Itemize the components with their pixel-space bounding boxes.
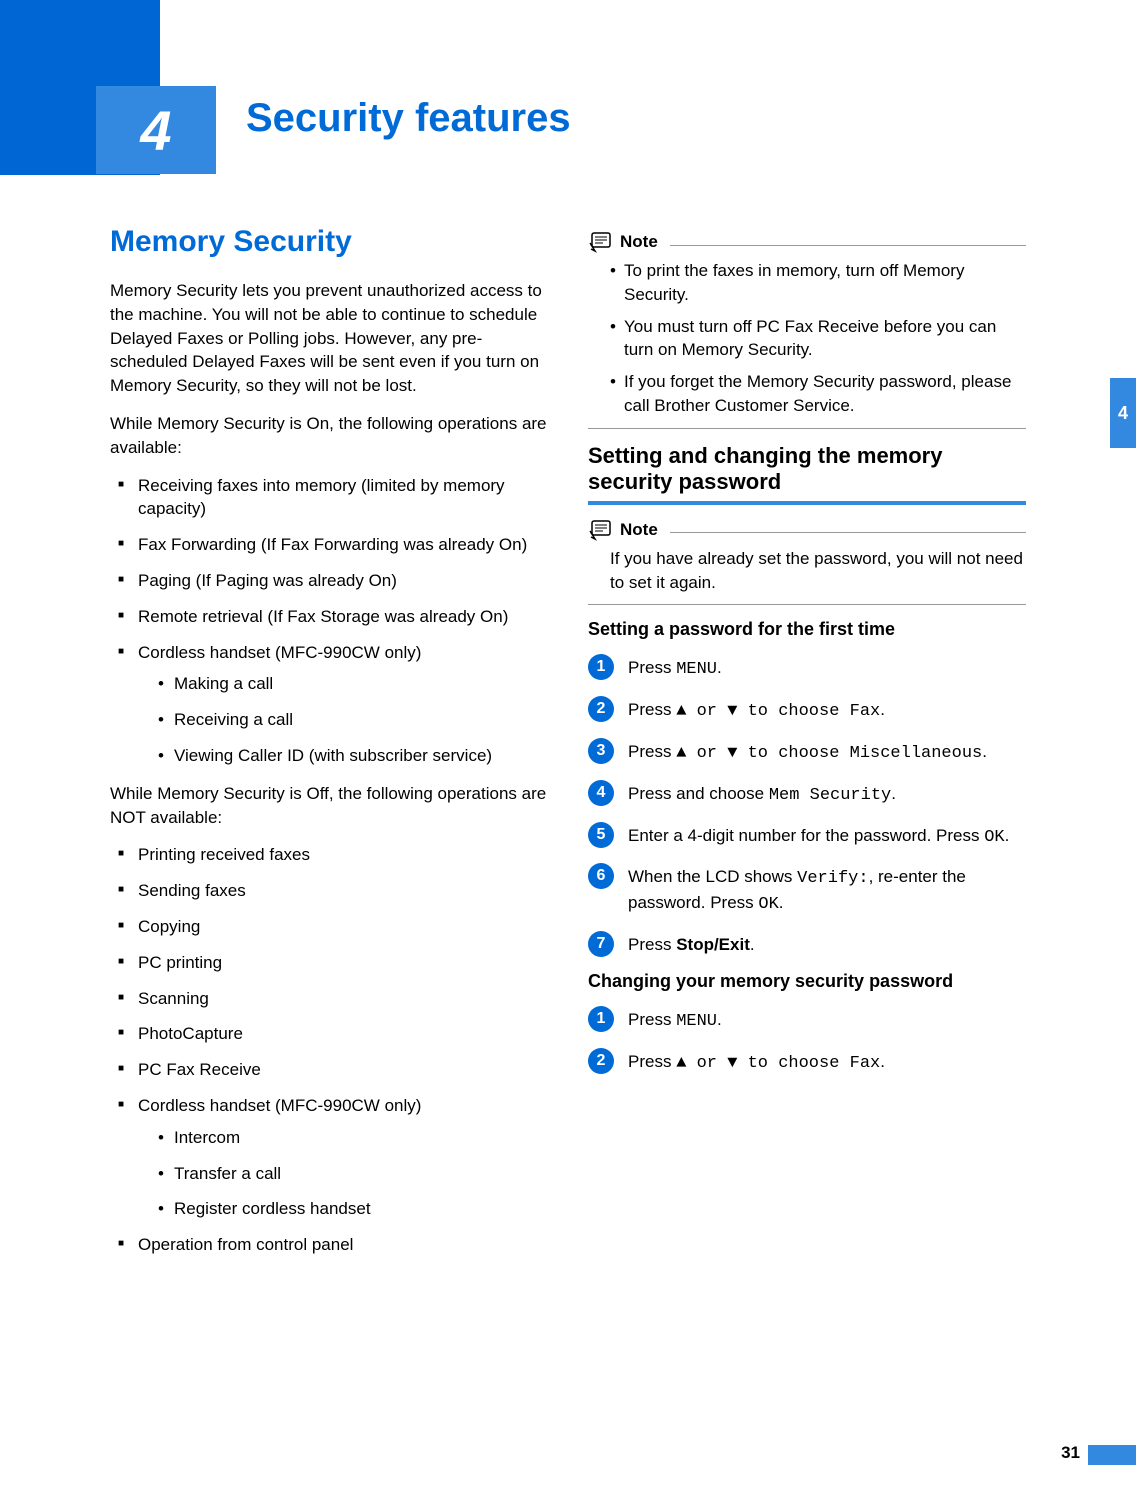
step-number: 6 xyxy=(588,863,614,889)
step-text: Press and choose Mem Security. xyxy=(628,780,896,808)
step-text: When the LCD shows Verify:, re-enter the… xyxy=(628,863,1026,917)
list-item: PC Fax Receive xyxy=(118,1058,548,1082)
note-divider xyxy=(588,428,1026,429)
list-off: Printing received faxes Sending faxes Co… xyxy=(110,843,548,1257)
step-text: Enter a 4-digit number for the password.… xyxy=(628,822,1009,850)
step-4: 4 Press and choose Mem Security. xyxy=(588,780,1026,808)
intro-paragraph-1: Memory Security lets you prevent unautho… xyxy=(110,279,548,398)
note-icon xyxy=(588,231,614,253)
step-7: 7 Press Stop/Exit. xyxy=(588,931,1026,957)
step-text: Press ▲ or ▼ to choose Miscellaneous. xyxy=(628,738,987,766)
step-1: 1 Press MENU. xyxy=(588,654,1026,682)
note-bullet: If you forget the Memory Security passwo… xyxy=(610,370,1026,418)
list-item: Cordless handset (MFC-990CW only) Making… xyxy=(118,641,548,768)
sublist: Intercom Transfer a call Register cordle… xyxy=(138,1126,548,1221)
step-1b: 1 Press MENU. xyxy=(588,1006,1026,1034)
list-item: Operation from control panel xyxy=(118,1233,548,1257)
page-number-bar xyxy=(1088,1445,1136,1465)
page-number: 31 xyxy=(1061,1443,1080,1463)
note-icon xyxy=(588,519,614,541)
note-block-1: Note To print the faxes in memory, turn … xyxy=(588,231,1026,429)
list-item: Intercom xyxy=(158,1126,548,1150)
step-number: 1 xyxy=(588,654,614,680)
step-2: 2 Press ▲ or ▼ to choose Fax. xyxy=(588,696,1026,724)
note-rule xyxy=(670,245,1026,246)
side-tab: 4 xyxy=(1110,378,1136,448)
intro-paragraph-2: While Memory Security is On, the followi… xyxy=(110,412,548,460)
step-text: Press Stop/Exit. xyxy=(628,931,755,957)
procedure-title-1: Setting a password for the first time xyxy=(588,619,1026,640)
note-body: If you have already set the password, yo… xyxy=(588,547,1026,595)
note-bullet: To print the faxes in memory, turn off M… xyxy=(610,259,1026,307)
step-number: 5 xyxy=(588,822,614,848)
right-column: Note To print the faxes in memory, turn … xyxy=(588,225,1026,1271)
list-item: Transfer a call xyxy=(158,1162,548,1186)
list-item: Register cordless handset xyxy=(158,1197,548,1221)
note-header: Note xyxy=(588,519,1026,541)
list-item: Remote retrieval (If Fax Storage was alr… xyxy=(118,605,548,629)
intro-paragraph-3: While Memory Security is Off, the follow… xyxy=(110,782,548,830)
step-number: 1 xyxy=(588,1006,614,1032)
left-column: Memory Security Memory Security lets you… xyxy=(110,225,548,1271)
step-number: 2 xyxy=(588,1048,614,1074)
step-6: 6 When the LCD shows Verify:, re-enter t… xyxy=(588,863,1026,917)
subsection-title: Setting and changing the memory security… xyxy=(588,443,1026,495)
note-header: Note xyxy=(588,231,1026,253)
list-item-label: Cordless handset (MFC-990CW only) xyxy=(138,1096,421,1115)
note-bullet: You must turn off PC Fax Receive before … xyxy=(610,315,1026,363)
section-title-memory-security: Memory Security xyxy=(110,225,548,259)
subsection-underline xyxy=(588,501,1026,505)
list-item: Fax Forwarding (If Fax Forwarding was al… xyxy=(118,533,548,557)
step-number: 4 xyxy=(588,780,614,806)
list-item: Receiving a call xyxy=(158,708,548,732)
note-rule xyxy=(670,532,1026,533)
step-2b: 2 Press ▲ or ▼ to choose Fax. xyxy=(588,1048,1026,1076)
step-3: 3 Press ▲ or ▼ to choose Miscellaneous. xyxy=(588,738,1026,766)
chapter-title: Security features xyxy=(246,96,571,141)
step-text: Press MENU. xyxy=(628,1006,722,1034)
content-columns: Memory Security Memory Security lets you… xyxy=(110,225,1026,1271)
procedure-title-2: Changing your memory security password xyxy=(588,971,1026,992)
list-item: Paging (If Paging was already On) xyxy=(118,569,548,593)
list-item: Receiving faxes into memory (limited by … xyxy=(118,474,548,522)
list-item: Making a call xyxy=(158,672,548,696)
list-item: Scanning xyxy=(118,987,548,1011)
sublist: Making a call Receiving a call Viewing C… xyxy=(138,672,548,767)
list-item-label: Cordless handset (MFC-990CW only) xyxy=(138,643,421,662)
step-text: Press ▲ or ▼ to choose Fax. xyxy=(628,696,885,724)
page: 4 Security features 4 Memory Security Me… xyxy=(0,0,1136,1489)
list-item: Printing received faxes xyxy=(118,843,548,867)
list-item: Sending faxes xyxy=(118,879,548,903)
step-5: 5 Enter a 4-digit number for the passwor… xyxy=(588,822,1026,850)
step-number: 7 xyxy=(588,931,614,957)
list-on: Receiving faxes into memory (limited by … xyxy=(110,474,548,768)
note-label: Note xyxy=(620,520,658,540)
step-number: 2 xyxy=(588,696,614,722)
step-text: Press ▲ or ▼ to choose Fax. xyxy=(628,1048,885,1076)
note-divider xyxy=(588,604,1026,605)
chapter-number: 4 xyxy=(140,98,171,163)
list-item: PC printing xyxy=(118,951,548,975)
step-text: Press MENU. xyxy=(628,654,722,682)
chapter-number-box: 4 xyxy=(96,86,216,174)
note-block-2: Note If you have already set the passwor… xyxy=(588,519,1026,606)
list-item: Cordless handset (MFC-990CW only) Interc… xyxy=(118,1094,548,1221)
list-item: Copying xyxy=(118,915,548,939)
list-item: Viewing Caller ID (with subscriber servi… xyxy=(158,744,548,768)
list-item: PhotoCapture xyxy=(118,1022,548,1046)
step-number: 3 xyxy=(588,738,614,764)
note-body: To print the faxes in memory, turn off M… xyxy=(588,259,1026,418)
note-label: Note xyxy=(620,232,658,252)
